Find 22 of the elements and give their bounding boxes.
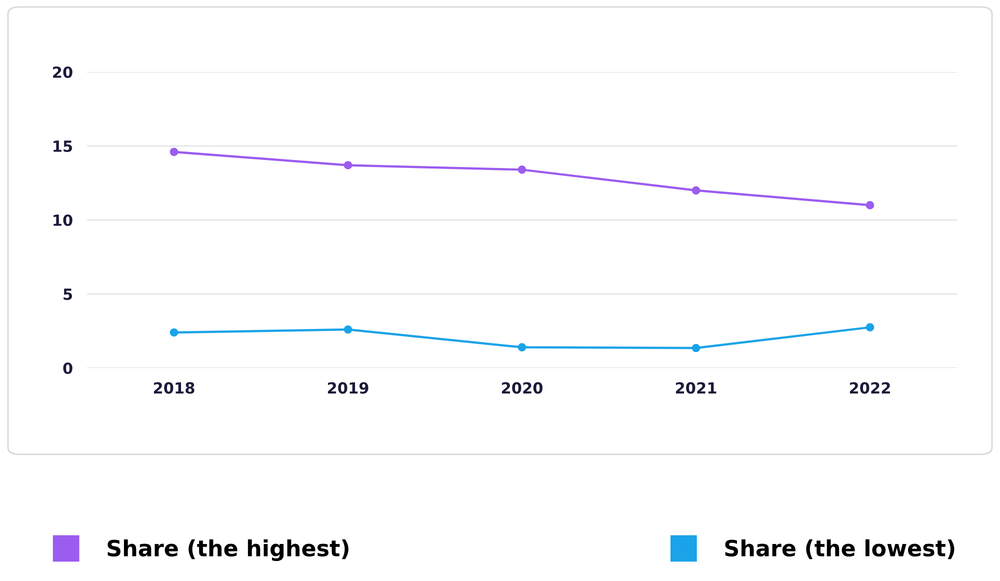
point <box>344 325 352 334</box>
y-tick-label: 0 <box>63 362 72 374</box>
legend-label: Share (the highest) <box>108 539 348 561</box>
x-tick-label: 2019 <box>328 382 368 394</box>
x-tick-label: 2020 <box>502 382 543 394</box>
point <box>344 161 352 170</box>
point <box>518 166 526 174</box>
x-tick-label: 2021 <box>676 382 716 394</box>
y-tick-label: 5 <box>64 288 72 300</box>
legend-label: Share (the lowest) <box>725 539 954 560</box>
point <box>692 186 700 195</box>
y-tick-label: 20 <box>53 66 72 78</box>
point <box>170 148 178 156</box>
x-tick-label: 2018 <box>154 382 194 394</box>
point <box>692 344 700 352</box>
point <box>866 201 874 210</box>
point <box>866 323 874 332</box>
x-tick-label: 2022 <box>850 382 890 394</box>
point <box>518 343 526 352</box>
y-tick-label: 15 <box>54 140 72 152</box>
point <box>170 328 178 337</box>
y-tick-label: 10 <box>54 214 72 226</box>
